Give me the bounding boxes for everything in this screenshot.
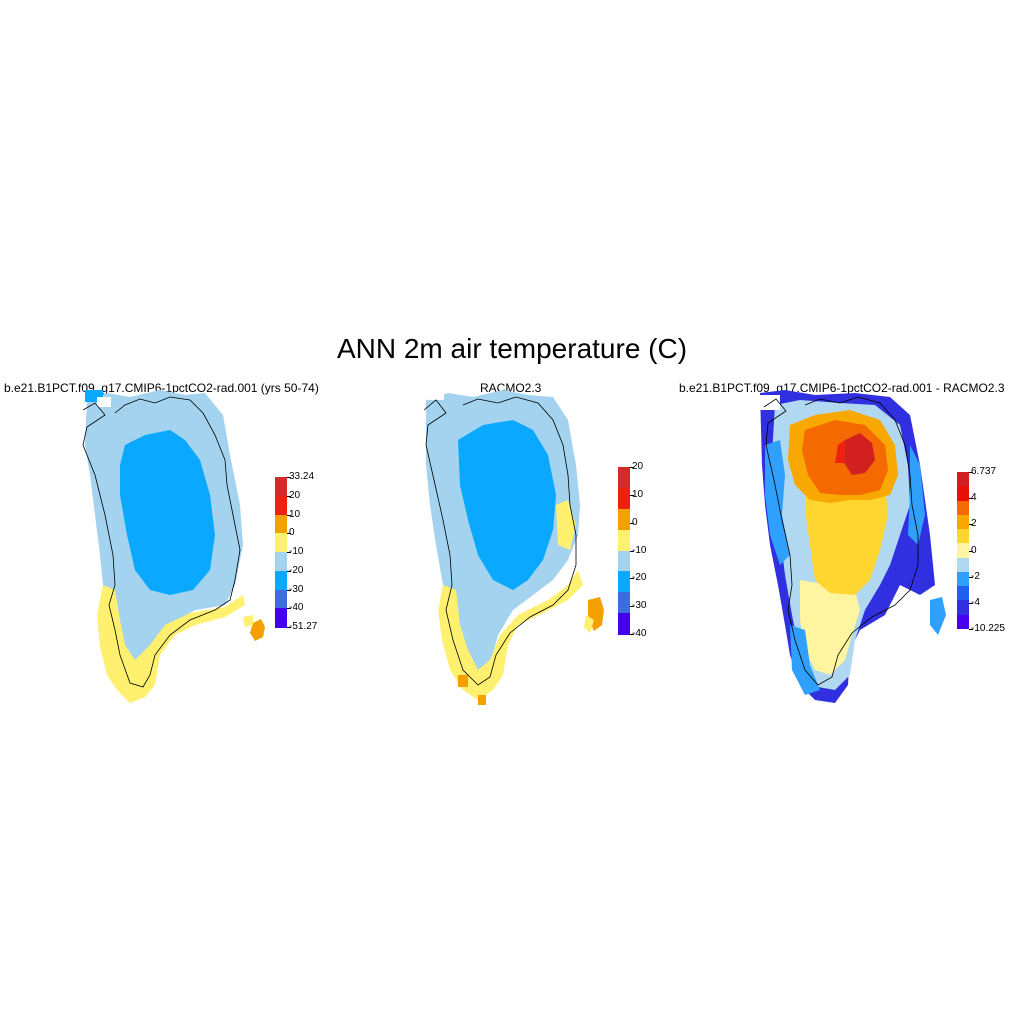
colorbar-swatch <box>957 586 969 601</box>
colorbar-label: -40 <box>632 628 647 639</box>
colorbar-swatch <box>275 552 287 572</box>
colorbar-swatch <box>275 608 287 628</box>
colorbar-swatch <box>957 472 969 487</box>
colorbar-tick <box>287 608 291 610</box>
panel-3-title: b.e21.B1PCT.f09_g17.CMIP6-1pctCO2-rad.00… <box>679 381 1005 395</box>
colorbar-label: 4 <box>971 492 977 504</box>
colorbar-label: -10 <box>632 544 647 556</box>
colorbar-tick <box>969 602 973 604</box>
panel-2-map <box>423 390 604 705</box>
colorbar-swatch <box>957 500 969 516</box>
colorbar-tick <box>630 467 634 468</box>
colorbar-tick <box>969 576 973 578</box>
colorbar-tick <box>969 524 973 526</box>
colorbar-swatch <box>275 495 287 515</box>
colorbar-label: 2 <box>971 518 977 530</box>
colorbar-tick <box>287 514 291 516</box>
colorbar-swatch <box>618 613 630 635</box>
colorbar-label: 10 <box>632 488 644 500</box>
region-0-to-minus10 <box>438 570 583 700</box>
colorbar-swatch <box>957 543 969 559</box>
figure-title: ANN 2m air temperature (C) <box>336 333 688 364</box>
coastline <box>763 396 919 686</box>
colorbar-label: -51.27 <box>289 621 318 632</box>
colorbar-label: 0 <box>289 527 295 539</box>
colorbar-label: -30 <box>632 600 647 612</box>
panel-1-map <box>82 390 265 703</box>
colorbar-swatch <box>618 508 630 531</box>
coastline <box>82 396 241 688</box>
colorbar-tick <box>630 578 634 580</box>
colorbar-swatch <box>957 486 969 502</box>
colorbar-tick <box>287 570 291 572</box>
colorbar-swatch <box>618 571 630 593</box>
region-0-to-2 <box>800 580 860 675</box>
colorbar-label: 6.737 <box>971 466 997 477</box>
region-0-to-minus10 <box>97 585 245 703</box>
colorbar-tick <box>630 550 634 552</box>
colorbar-tick <box>287 533 291 535</box>
colorbar-tick <box>287 495 291 497</box>
colorbar-swatch <box>957 571 969 587</box>
colorbar-tick <box>630 606 634 608</box>
colorbar-label: -20 <box>632 572 647 584</box>
colorbar-swatch <box>618 467 630 489</box>
region-0-to-10 <box>250 619 265 641</box>
colorbar-swatch <box>618 550 630 572</box>
colorbar-tick <box>287 627 291 628</box>
colorbar-swatch <box>957 614 969 630</box>
colorbar-label: 10 <box>289 508 301 520</box>
colorbar-tick <box>969 498 973 500</box>
colorbar-tick <box>969 472 973 473</box>
region-minus20-to-minus30 <box>120 430 215 595</box>
colorbar-swatch <box>957 557 969 573</box>
colorbar-swatch <box>957 514 969 530</box>
colorbar-label: -20 <box>289 564 304 576</box>
colorbar-swatch <box>957 600 969 616</box>
panel-3-colorbar: 6.737 4 2 0 -2 -4 -10.225 <box>957 467 1005 634</box>
coastline <box>423 396 577 686</box>
colorbar-swatch <box>618 592 630 614</box>
colorbar-tick <box>969 629 973 630</box>
colorbar-label: -4 <box>971 596 980 608</box>
colorbar-swatch <box>618 529 630 551</box>
colorbar-tick <box>630 494 634 496</box>
colorbar-label: 0 <box>971 544 977 556</box>
panel-2-title: RACMO2.3 <box>480 381 542 395</box>
panel-3-map <box>760 390 946 703</box>
colorbar-swatch <box>275 589 287 609</box>
colorbar-label: -2 <box>971 570 980 582</box>
colorbar-swatch <box>618 487 630 510</box>
panel-1-colorbar: 33.24 20 10 0 -10 -20 -30 -40 -51.27 <box>275 472 317 632</box>
colorbar-label: -10.225 <box>971 623 1005 634</box>
colorbar-swatch <box>275 570 287 590</box>
colorbar-label: 0 <box>632 516 638 528</box>
colorbar-tick <box>969 550 973 552</box>
colorbar-swatch <box>275 477 287 497</box>
colorbar-label: 33.24 <box>289 471 315 482</box>
colorbar-tick <box>287 477 291 478</box>
colorbar-label: -10 <box>289 546 304 557</box>
colorbar-swatch <box>275 533 287 553</box>
region-red <box>844 433 875 475</box>
colorbar-swatch <box>957 529 969 544</box>
panel-2-colorbar: 20 10 0 -10 -20 -30 -40 <box>618 462 646 639</box>
colorbar-label: 20 <box>632 461 644 472</box>
colorbar-tick <box>630 634 634 635</box>
colorbar-label: -40 <box>289 602 304 614</box>
colorbar-label: 20 <box>289 489 301 501</box>
colorbar-tick <box>630 522 634 524</box>
colorbar-label: -30 <box>289 583 304 595</box>
colorbar-swatch <box>275 514 287 534</box>
colorbar-tick <box>287 589 291 591</box>
region-minus20-to-minus30 <box>458 420 556 590</box>
colorbar-tick <box>287 552 291 553</box>
panel-1-title: b.e21.B1PCT.f09_g17.CMIP6-1pctCO2-rad.00… <box>4 381 319 395</box>
